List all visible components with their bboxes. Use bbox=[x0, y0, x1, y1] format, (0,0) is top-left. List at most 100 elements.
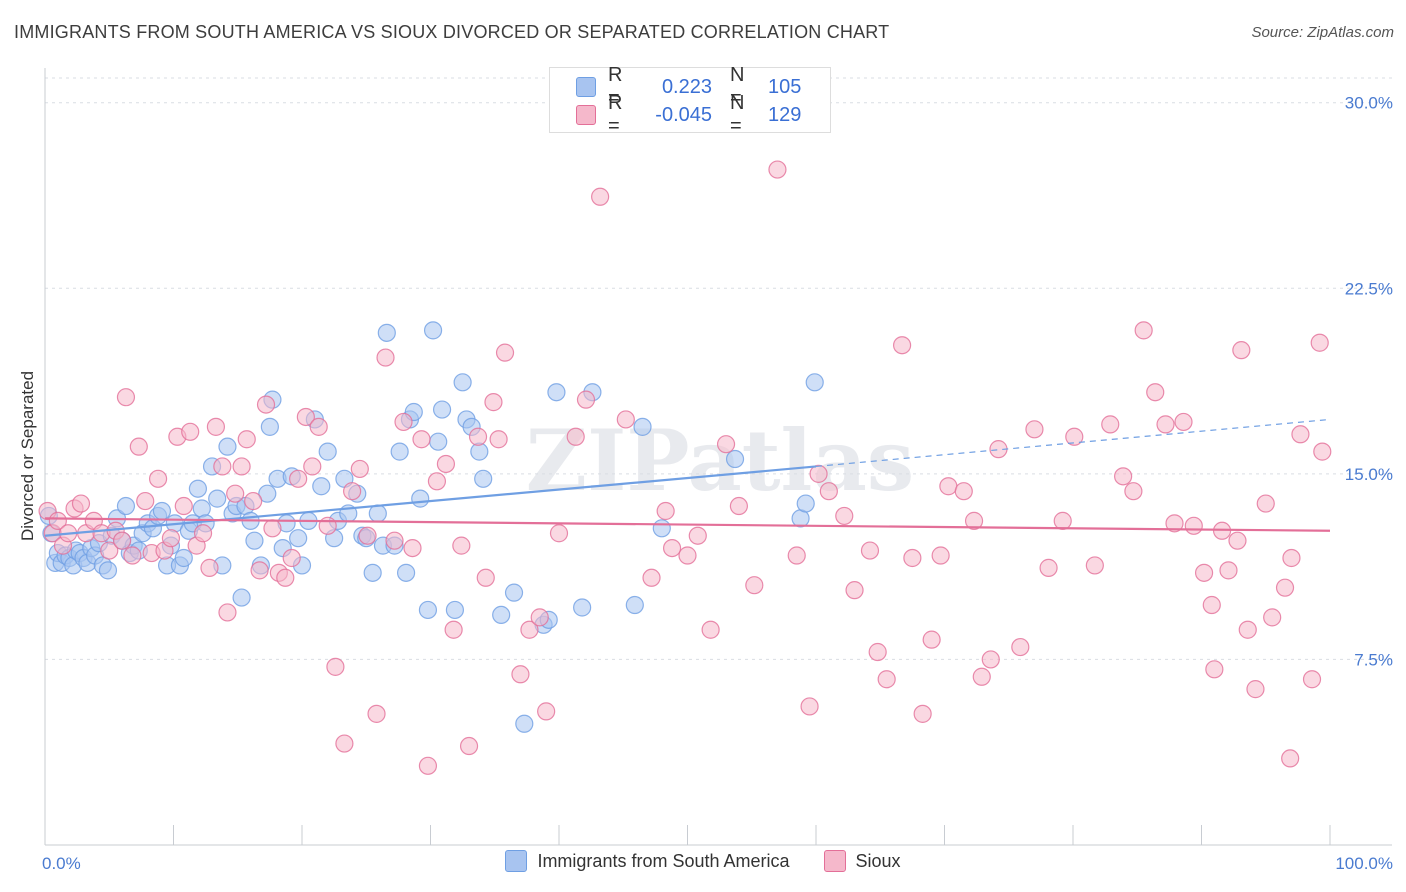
sioux-point bbox=[549, 524, 569, 543]
sioux-point bbox=[237, 430, 256, 449]
sioux-point bbox=[218, 603, 237, 622]
sioux-point bbox=[296, 407, 315, 427]
sioux-point bbox=[412, 430, 431, 449]
sioux-point bbox=[1134, 321, 1153, 340]
legend-item-south-america[interactable]: Immigrants from South America bbox=[505, 850, 790, 872]
sioux-point bbox=[394, 412, 413, 432]
sioux-point bbox=[100, 541, 119, 560]
sioux-point bbox=[1281, 749, 1300, 768]
sioux-point bbox=[226, 484, 245, 503]
sioux-point bbox=[1156, 415, 1175, 434]
south-america-point bbox=[218, 437, 237, 456]
south-america-point bbox=[116, 496, 136, 516]
south-america-point bbox=[411, 489, 430, 508]
sioux-point bbox=[276, 568, 295, 587]
legend-swatch-south-america bbox=[505, 850, 528, 872]
y-tick-label: 7.5% bbox=[1354, 650, 1393, 669]
sioux-point bbox=[1114, 467, 1133, 486]
sioux-point bbox=[662, 538, 682, 558]
sioux-point bbox=[1291, 425, 1310, 444]
sioux-point bbox=[1202, 595, 1221, 615]
source-credit: Source: ZipAtlas.com bbox=[1251, 24, 1394, 41]
south-america-point bbox=[232, 588, 251, 607]
stats-legend-box: R = 0.223 N = 105 R = -0.045 N = 129 bbox=[549, 64, 831, 137]
sioux-point bbox=[1219, 561, 1238, 580]
sioux-point bbox=[678, 546, 697, 565]
south-america-point bbox=[432, 400, 452, 419]
south-america-point bbox=[152, 501, 172, 521]
sioux-point bbox=[954, 482, 973, 501]
sioux-point bbox=[206, 417, 226, 436]
sioux-point bbox=[136, 491, 155, 511]
sioux-point bbox=[161, 529, 181, 548]
sioux-point bbox=[537, 702, 556, 721]
sioux-point bbox=[350, 459, 369, 479]
stats-r-value: -0.045 bbox=[655, 103, 712, 126]
sioux-point bbox=[716, 435, 736, 454]
sioux-point bbox=[418, 756, 438, 775]
south-america-point bbox=[796, 494, 815, 513]
south-america-point bbox=[652, 519, 671, 538]
sioux-point bbox=[48, 511, 67, 530]
sioux-point bbox=[591, 187, 610, 206]
sioux-point bbox=[367, 704, 386, 723]
sioux-point bbox=[745, 576, 764, 595]
sioux-point bbox=[436, 454, 456, 474]
sioux-point bbox=[530, 608, 549, 627]
sioux-point bbox=[489, 430, 508, 449]
sioux-point bbox=[520, 620, 539, 639]
south-america-point bbox=[453, 373, 472, 392]
stats-swatch-south-america bbox=[576, 77, 596, 97]
sioux-point bbox=[1174, 412, 1193, 432]
stats-n-label: N = bbox=[730, 64, 745, 109]
sioux-point bbox=[1165, 514, 1184, 533]
sioux-point bbox=[511, 665, 530, 684]
sioux-trend-line bbox=[44, 517, 1331, 532]
sioux-point bbox=[931, 546, 950, 565]
sioux-point bbox=[403, 538, 422, 558]
sioux-point bbox=[972, 667, 991, 686]
sioux-point bbox=[303, 457, 322, 476]
sioux-point bbox=[1184, 516, 1203, 535]
sioux-point bbox=[868, 642, 887, 662]
sioux-point bbox=[860, 541, 880, 560]
x-tick-label: 0.0% bbox=[42, 854, 81, 873]
sioux-point bbox=[427, 472, 447, 491]
sioux-point bbox=[256, 395, 276, 414]
sioux-point bbox=[459, 736, 479, 756]
sioux-point bbox=[484, 393, 503, 412]
sioux-point bbox=[376, 348, 395, 367]
sioux-point bbox=[289, 469, 308, 488]
south-america-point bbox=[547, 383, 566, 402]
south-america-point bbox=[192, 499, 211, 518]
south-america-point bbox=[289, 529, 308, 548]
sioux-point bbox=[148, 469, 168, 488]
sioux-point bbox=[200, 558, 219, 577]
south-america-trend-line bbox=[44, 465, 817, 537]
south-america-point bbox=[208, 489, 227, 508]
south-america-point bbox=[377, 323, 396, 342]
sioux-point bbox=[282, 548, 301, 568]
legend-item-sioux[interactable]: Sioux bbox=[823, 850, 901, 872]
south-america-point bbox=[188, 479, 208, 498]
south-america-point bbox=[258, 484, 277, 503]
sioux-point bbox=[566, 427, 585, 446]
south-america-point bbox=[625, 595, 644, 615]
south-america-point bbox=[318, 442, 337, 461]
sioux-point bbox=[800, 697, 819, 716]
sioux-point bbox=[809, 464, 828, 483]
legend-swatch-sioux bbox=[823, 850, 846, 872]
south-america-point bbox=[396, 563, 416, 582]
sioux-point bbox=[123, 546, 142, 565]
sioux-point bbox=[892, 336, 912, 355]
sioux-point bbox=[343, 482, 362, 501]
south-america-point bbox=[423, 321, 443, 340]
south-america-point bbox=[492, 605, 511, 625]
sioux-point bbox=[964, 511, 984, 530]
sioux-point bbox=[1146, 383, 1165, 402]
sioux-point bbox=[729, 496, 749, 516]
stats-r-label: R = bbox=[608, 92, 623, 137]
south-america-point bbox=[174, 548, 193, 568]
sioux-point bbox=[1124, 482, 1143, 501]
south-america-point bbox=[98, 561, 118, 580]
